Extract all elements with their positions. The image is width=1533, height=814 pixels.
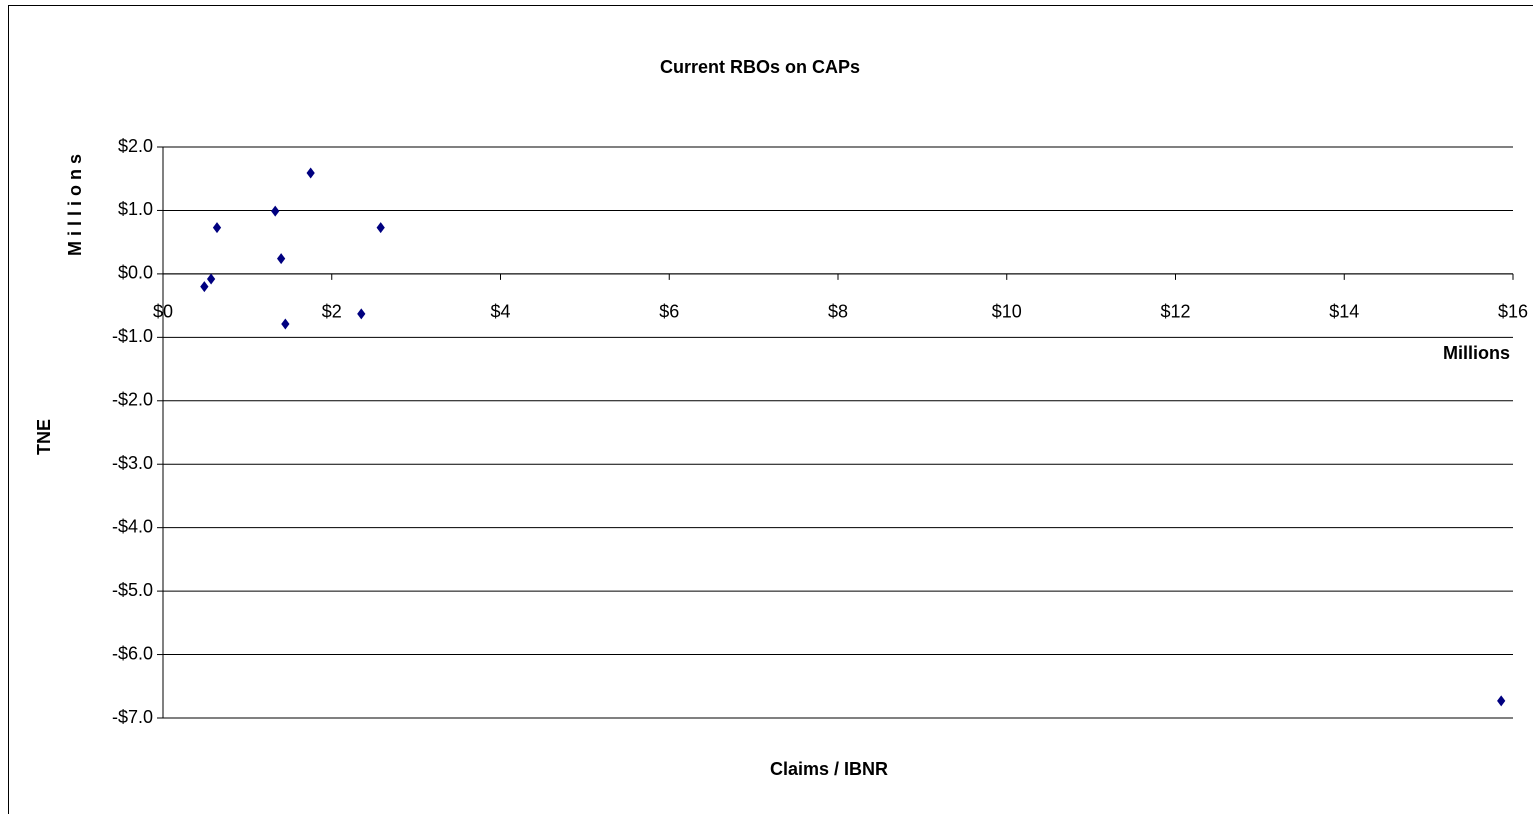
x-tick-label: $14 bbox=[1329, 302, 1359, 322]
y-tick-label: -$3.0 bbox=[112, 453, 153, 473]
y-axis-unit: M i l l i o n s bbox=[65, 154, 85, 256]
x-tick-label: $0 bbox=[153, 302, 173, 322]
y-tick-label: -$2.0 bbox=[112, 390, 153, 410]
x-tick-label: $10 bbox=[992, 302, 1022, 322]
data-point bbox=[357, 308, 366, 320]
y-tick-label: -$6.0 bbox=[112, 643, 153, 663]
y-tick-label: $1.0 bbox=[118, 199, 153, 219]
y-tick-label: -$7.0 bbox=[112, 707, 153, 727]
y-tick-label: -$1.0 bbox=[112, 326, 153, 346]
data-point bbox=[281, 318, 290, 330]
chart-title: Current RBOs on CAPs bbox=[660, 57, 860, 77]
x-axis-unit: Millions bbox=[1443, 343, 1510, 363]
chart-frame bbox=[8, 5, 1533, 814]
x-axis-title: Claims / IBNR bbox=[770, 759, 888, 779]
x-tick-label: $12 bbox=[1160, 302, 1190, 322]
y-tick-label: -$4.0 bbox=[112, 516, 153, 536]
data-point bbox=[376, 222, 385, 234]
data-point bbox=[206, 273, 216, 285]
x-tick-label: $4 bbox=[490, 302, 510, 322]
y-tick-label: -$5.0 bbox=[112, 580, 153, 600]
data-point bbox=[212, 222, 222, 234]
x-tick-label: $6 bbox=[659, 302, 679, 322]
data-point bbox=[1497, 695, 1506, 707]
y-axis-title: TNE bbox=[34, 419, 54, 455]
y-tick-label: $0.0 bbox=[118, 263, 153, 283]
data-point bbox=[277, 253, 286, 265]
data-point bbox=[200, 281, 209, 293]
x-tick-label: $8 bbox=[828, 302, 848, 322]
data-point bbox=[306, 167, 315, 179]
x-tick-label: $2 bbox=[322, 302, 342, 322]
y-tick-label: $2.0 bbox=[118, 136, 153, 156]
data-point bbox=[271, 205, 280, 217]
x-tick-label: $16 bbox=[1498, 302, 1528, 322]
